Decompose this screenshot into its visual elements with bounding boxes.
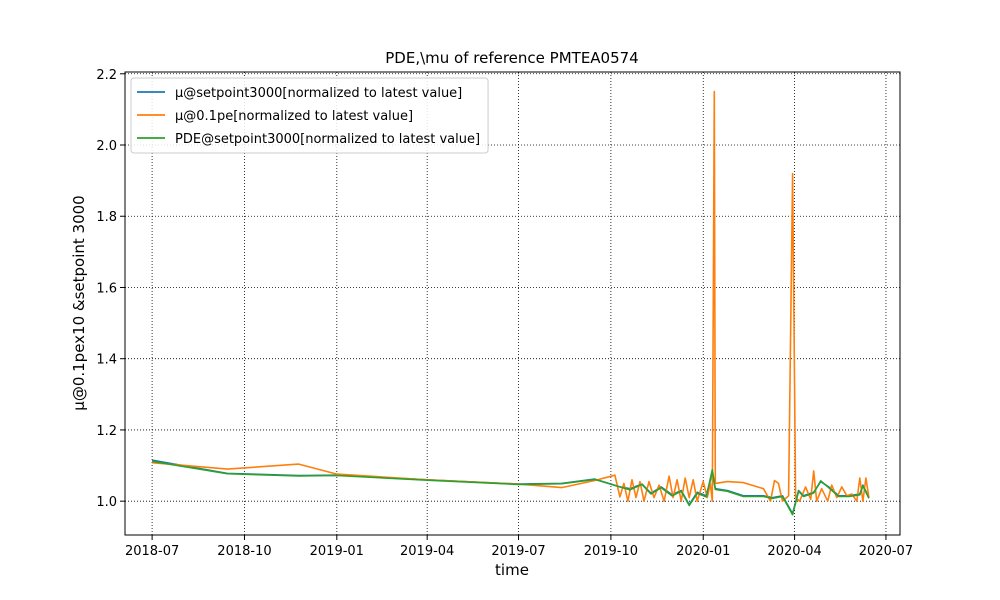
y-axis: 1.0 1.2 1.4 1.6 1.8 2.0 2.2 [96,68,125,510]
x-axis-label: time [495,561,529,579]
y-tick-label: 1.8 [96,210,117,225]
y-tick-label: 2.2 [96,68,117,83]
chart-title: PDE,\mu of reference PMTEA0574 [385,49,638,67]
x-tick-label: 2020-07 [859,544,913,559]
series-layer [151,90,870,516]
legend-label-1: μ@setpoint3000[normalized to latest valu… [175,86,462,101]
plot-area-frame [124,71,901,536]
y-tick-label: 1.2 [96,424,117,439]
legend-label-3: PDE@setpoint3000[normalized to latest va… [175,132,480,147]
y-tick-label: 1.0 [96,495,117,510]
x-tick-label: 2018-07 [125,544,179,559]
y-tick-label: 2.0 [96,139,117,154]
x-tick-label: 2019-10 [584,544,638,559]
series-line-3 [151,460,870,516]
legend-box [130,77,489,154]
x-tick-label: 2020-04 [767,544,821,559]
x-tick-label: 2020-01 [676,544,730,559]
x-axis: 2018-07 2018-10 2019-01 2019-04 2019-07 2019-… [125,535,913,559]
x-tick-label: 2019-01 [310,544,364,559]
y-axis-label: μ@0.1pex10 &setpoint 3000 [70,195,88,410]
series-line-2 [152,90,870,503]
y-tick-label: 1.6 [96,281,117,296]
legend: μ@setpoint3000[normalized to latest valu… [130,77,489,154]
x-tick-label: 2018-10 [217,544,271,559]
x-tick-label: 2019-04 [400,544,454,559]
y-tick-label: 1.4 [96,353,117,368]
legend-label-2: μ@0.1pe[normalized to latest value] [175,109,413,124]
x-tick-label: 2019-07 [491,544,545,559]
